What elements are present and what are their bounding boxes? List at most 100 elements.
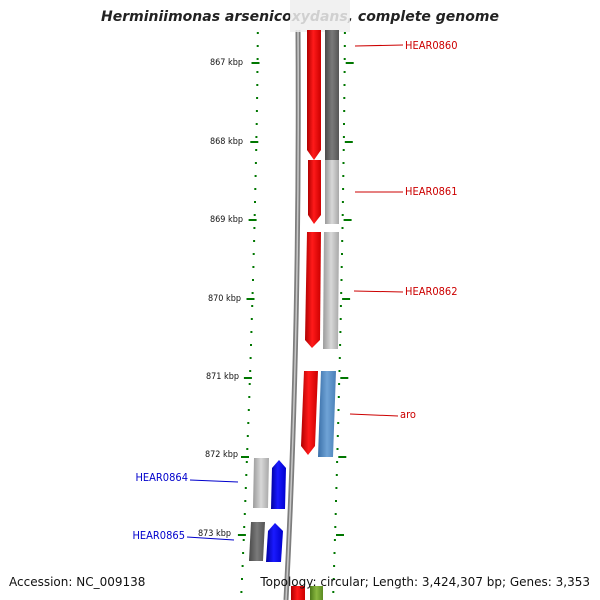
right-minor-tick <box>334 513 337 515</box>
gene-arrow-hear0861[interactable] <box>308 160 321 224</box>
right-minor-tick <box>340 292 343 294</box>
left-minor-tick <box>245 474 248 476</box>
left-minor-tick <box>256 45 259 47</box>
left-major-tick <box>250 141 259 143</box>
left-minor-tick <box>256 97 259 99</box>
left-minor-tick <box>247 422 250 424</box>
right-major-tick <box>336 534 344 536</box>
left-minor-tick <box>241 578 243 580</box>
left-minor-tick <box>256 32 259 34</box>
rna-feature-aro <box>318 371 336 457</box>
left-major-tick <box>248 219 257 221</box>
gene-label-hear0865[interactable]: HEAR0865 <box>132 529 185 542</box>
gene-label-aro[interactable]: aro <box>400 408 416 421</box>
left-minor-tick <box>256 84 259 86</box>
right-minor-tick <box>339 331 342 333</box>
right-minor-tick <box>334 526 337 528</box>
left-major-tick <box>243 377 252 379</box>
label-callouts <box>186 44 404 541</box>
left-minor-tick <box>245 461 248 463</box>
left-minor-tick <box>253 240 256 242</box>
scale-label-872: 872 kbp <box>205 450 238 460</box>
right-minor-tick <box>343 97 346 99</box>
gene-arrow-hear0864[interactable] <box>271 460 286 509</box>
right-major-tick <box>343 219 352 221</box>
left-minor-tick <box>253 214 256 216</box>
right-minor-tick <box>335 500 337 502</box>
right-minor-tick <box>333 565 336 567</box>
scale-label-871: 871 kbp <box>206 372 239 382</box>
cds-track-hear0862 <box>323 232 339 349</box>
gene-label-hear0860[interactable]: HEAR0860 <box>405 39 458 52</box>
left-minor-tick <box>252 279 254 281</box>
right-minor-tick <box>333 552 336 554</box>
bottom-feature-green <box>310 586 323 600</box>
gene-label-hear0864[interactable]: HEAR0864 <box>135 471 188 484</box>
right-minor-tick <box>343 84 346 86</box>
left-major-tick <box>241 456 249 458</box>
left-minor-tick <box>243 526 246 528</box>
left-major-tick <box>237 534 246 536</box>
right-minor-tick <box>342 149 345 151</box>
gene-arrow-hear0865[interactable] <box>266 523 283 562</box>
gene-arrow-hear0862[interactable] <box>305 232 321 348</box>
right-minor-tick <box>339 305 342 307</box>
right-minor-tick <box>341 240 344 242</box>
left-minor-tick <box>254 175 257 177</box>
left-minor-tick <box>253 227 256 229</box>
left-minor-tick <box>248 383 251 385</box>
right-minor-tick <box>336 448 339 450</box>
left-minor-tick <box>246 435 249 437</box>
right-major-tick <box>342 298 351 300</box>
right-minor-tick <box>336 435 339 437</box>
scale-label-867: 867 kbp <box>210 58 243 68</box>
left-minor-tick <box>255 123 258 125</box>
left-minor-tick <box>255 136 258 138</box>
right-minor-tick <box>333 539 336 541</box>
right-minor-tick <box>336 461 339 463</box>
left-minor-tick <box>250 331 253 333</box>
right-minor-tick <box>340 279 343 281</box>
cds-track-hear0864 <box>253 458 269 508</box>
gene-arrow-aro[interactable] <box>301 371 318 455</box>
left-minor-tick <box>254 162 257 164</box>
right-minor-tick <box>343 110 346 112</box>
right-minor-tick <box>340 266 343 268</box>
right-minor-tick <box>342 136 345 138</box>
gene-label-hear0861[interactable]: HEAR0861 <box>405 185 458 198</box>
scale-ticks <box>237 32 354 593</box>
left-minor-tick <box>255 149 258 151</box>
right-minor-tick <box>343 71 346 73</box>
scale-label-869: 869 kbp <box>210 215 243 225</box>
gene-arrow-hear0860[interactable] <box>307 30 321 160</box>
left-major-tick <box>251 62 260 64</box>
left-minor-tick <box>252 266 255 268</box>
left-minor-tick <box>249 370 252 372</box>
right-minor-tick <box>343 58 346 60</box>
right-minor-tick <box>332 578 335 580</box>
left-minor-tick <box>255 110 258 112</box>
scale-labels: 867 kbp 868 kbp 869 kbp 870 kbp 871 kbp … <box>198 58 243 539</box>
right-minor-tick <box>337 409 340 411</box>
left-minor-tick <box>250 344 252 346</box>
gene-label-hear0862[interactable]: HEAR0862 <box>405 285 458 298</box>
top-fade <box>290 0 350 32</box>
left-minor-tick <box>247 409 250 411</box>
callout-hear0864 <box>189 479 239 483</box>
right-minor-tick <box>342 162 345 164</box>
right-minor-tick <box>343 45 346 47</box>
right-minor-tick <box>332 591 335 593</box>
right-major-tick <box>340 377 349 379</box>
callout-hear0865 <box>186 536 235 541</box>
right-major-tick <box>344 141 353 143</box>
left-minor-tick <box>251 292 254 294</box>
genome-backbone-highlight <box>285 29 299 600</box>
left-minor-tick <box>252 253 255 255</box>
right-minor-tick <box>343 123 345 125</box>
bottom-feature-red <box>291 586 305 600</box>
left-minor-tick <box>244 500 247 502</box>
right-minor-tick <box>337 422 340 424</box>
scale-label-873: 873 kbp <box>198 529 231 539</box>
